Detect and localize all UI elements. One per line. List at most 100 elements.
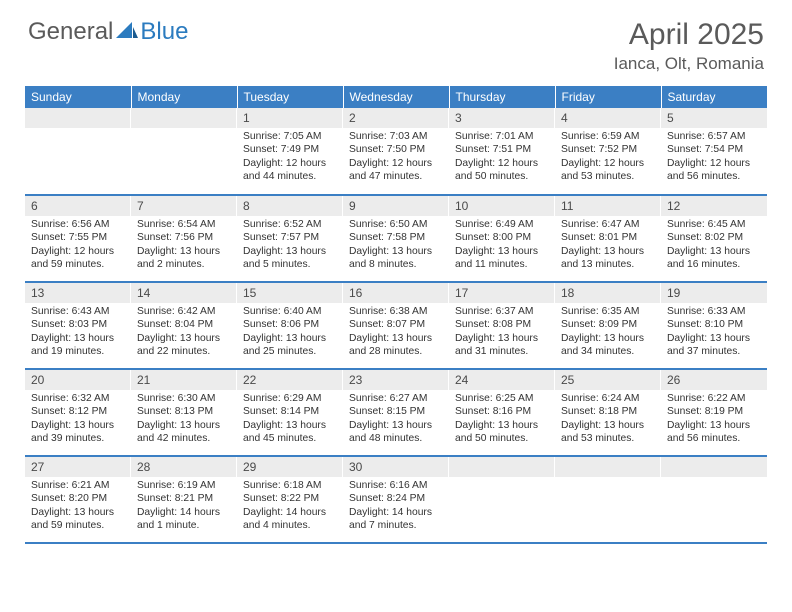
day-content: Sunrise: 6:50 AMSunset: 7:58 PMDaylight:…: [343, 216, 449, 276]
calendar-day-cell: 25Sunrise: 6:24 AMSunset: 8:18 PMDayligh…: [555, 369, 661, 456]
day-number: 1: [237, 108, 343, 128]
calendar-table: Sunday Monday Tuesday Wednesday Thursday…: [25, 86, 767, 544]
weekday-header: Sunday: [25, 86, 131, 108]
weekday-header: Saturday: [661, 86, 767, 108]
day-number: 25: [555, 370, 661, 390]
day-number: 7: [131, 196, 237, 216]
calendar-day-cell: 8Sunrise: 6:52 AMSunset: 7:57 PMDaylight…: [237, 195, 343, 282]
calendar-day-cell: 17Sunrise: 6:37 AMSunset: 8:08 PMDayligh…: [449, 282, 555, 369]
calendar-day-cell: 12Sunrise: 6:45 AMSunset: 8:02 PMDayligh…: [661, 195, 767, 282]
calendar-week-row: 6Sunrise: 6:56 AMSunset: 7:55 PMDaylight…: [25, 195, 767, 282]
day-number: 27: [25, 457, 131, 477]
calendar-day-cell: 9Sunrise: 6:50 AMSunset: 7:58 PMDaylight…: [343, 195, 449, 282]
calendar-day-cell: [449, 456, 555, 543]
day-number-empty: [555, 457, 661, 477]
day-content: Sunrise: 6:42 AMSunset: 8:04 PMDaylight:…: [131, 303, 237, 363]
calendar-day-cell: 6Sunrise: 6:56 AMSunset: 7:55 PMDaylight…: [25, 195, 131, 282]
calendar-day-cell: 30Sunrise: 6:16 AMSunset: 8:24 PMDayligh…: [343, 456, 449, 543]
calendar-day-cell: 26Sunrise: 6:22 AMSunset: 8:19 PMDayligh…: [661, 369, 767, 456]
location: Ianca, Olt, Romania: [614, 54, 764, 74]
day-number: 18: [555, 283, 661, 303]
day-number: 11: [555, 196, 661, 216]
day-number: 14: [131, 283, 237, 303]
day-number: 26: [661, 370, 767, 390]
weekday-header: Thursday: [449, 86, 555, 108]
day-content: Sunrise: 6:49 AMSunset: 8:00 PMDaylight:…: [449, 216, 555, 276]
day-content: Sunrise: 6:59 AMSunset: 7:52 PMDaylight:…: [555, 128, 661, 188]
calendar-day-cell: 28Sunrise: 6:19 AMSunset: 8:21 PMDayligh…: [131, 456, 237, 543]
calendar-day-cell: 16Sunrise: 6:38 AMSunset: 8:07 PMDayligh…: [343, 282, 449, 369]
day-content: Sunrise: 6:21 AMSunset: 8:20 PMDaylight:…: [25, 477, 131, 537]
day-number: 13: [25, 283, 131, 303]
day-number: 19: [661, 283, 767, 303]
day-number: 16: [343, 283, 449, 303]
day-number: 21: [131, 370, 237, 390]
day-number: 3: [449, 108, 555, 128]
day-number-empty: [661, 457, 767, 477]
day-content: Sunrise: 6:37 AMSunset: 8:08 PMDaylight:…: [449, 303, 555, 363]
day-number: 17: [449, 283, 555, 303]
day-content: Sunrise: 6:24 AMSunset: 8:18 PMDaylight:…: [555, 390, 661, 450]
day-number: 8: [237, 196, 343, 216]
day-content: Sunrise: 6:30 AMSunset: 8:13 PMDaylight:…: [131, 390, 237, 450]
day-content: Sunrise: 6:33 AMSunset: 8:10 PMDaylight:…: [661, 303, 767, 363]
day-number: 2: [343, 108, 449, 128]
day-number: 6: [25, 196, 131, 216]
day-number: 30: [343, 457, 449, 477]
day-content: Sunrise: 6:16 AMSunset: 8:24 PMDaylight:…: [343, 477, 449, 537]
day-content: Sunrise: 6:56 AMSunset: 7:55 PMDaylight:…: [25, 216, 131, 276]
calendar-week-row: 27Sunrise: 6:21 AMSunset: 8:20 PMDayligh…: [25, 456, 767, 543]
day-content: Sunrise: 6:38 AMSunset: 8:07 PMDaylight:…: [343, 303, 449, 363]
logo-text-general: General: [28, 18, 113, 46]
calendar-day-cell: 7Sunrise: 6:54 AMSunset: 7:56 PMDaylight…: [131, 195, 237, 282]
day-number: 23: [343, 370, 449, 390]
calendar-day-cell: 5Sunrise: 6:57 AMSunset: 7:54 PMDaylight…: [661, 108, 767, 195]
day-number: 4: [555, 108, 661, 128]
day-content: Sunrise: 6:40 AMSunset: 8:06 PMDaylight:…: [237, 303, 343, 363]
day-content: Sunrise: 6:32 AMSunset: 8:12 PMDaylight:…: [25, 390, 131, 450]
day-content: Sunrise: 7:03 AMSunset: 7:50 PMDaylight:…: [343, 128, 449, 188]
day-content: Sunrise: 7:01 AMSunset: 7:51 PMDaylight:…: [449, 128, 555, 188]
calendar-day-cell: 27Sunrise: 6:21 AMSunset: 8:20 PMDayligh…: [25, 456, 131, 543]
day-number: 28: [131, 457, 237, 477]
day-number-empty: [449, 457, 555, 477]
day-number: 12: [661, 196, 767, 216]
calendar-day-cell: 14Sunrise: 6:42 AMSunset: 8:04 PMDayligh…: [131, 282, 237, 369]
day-content: Sunrise: 7:05 AMSunset: 7:49 PMDaylight:…: [237, 128, 343, 188]
day-content: Sunrise: 6:43 AMSunset: 8:03 PMDaylight:…: [25, 303, 131, 363]
day-content: Sunrise: 6:57 AMSunset: 7:54 PMDaylight:…: [661, 128, 767, 188]
calendar-day-cell: 18Sunrise: 6:35 AMSunset: 8:09 PMDayligh…: [555, 282, 661, 369]
calendar-week-row: 1Sunrise: 7:05 AMSunset: 7:49 PMDaylight…: [25, 108, 767, 195]
day-content: Sunrise: 6:29 AMSunset: 8:14 PMDaylight:…: [237, 390, 343, 450]
logo-sail-icon: [116, 21, 138, 39]
logo-text-blue: Blue: [140, 18, 188, 46]
day-content: Sunrise: 6:45 AMSunset: 8:02 PMDaylight:…: [661, 216, 767, 276]
day-number: 24: [449, 370, 555, 390]
weekday-header: Friday: [555, 86, 661, 108]
weekday-header: Monday: [131, 86, 237, 108]
day-content: Sunrise: 6:25 AMSunset: 8:16 PMDaylight:…: [449, 390, 555, 450]
calendar-day-cell: 29Sunrise: 6:18 AMSunset: 8:22 PMDayligh…: [237, 456, 343, 543]
day-number: 9: [343, 196, 449, 216]
calendar-day-cell: [661, 456, 767, 543]
day-content: Sunrise: 6:47 AMSunset: 8:01 PMDaylight:…: [555, 216, 661, 276]
calendar-day-cell: 20Sunrise: 6:32 AMSunset: 8:12 PMDayligh…: [25, 369, 131, 456]
calendar-day-cell: 13Sunrise: 6:43 AMSunset: 8:03 PMDayligh…: [25, 282, 131, 369]
calendar-day-cell: 10Sunrise: 6:49 AMSunset: 8:00 PMDayligh…: [449, 195, 555, 282]
logo: General Blue: [28, 18, 188, 46]
title-block: April 2025 Ianca, Olt, Romania: [614, 18, 764, 74]
day-number: 22: [237, 370, 343, 390]
calendar-day-cell: [131, 108, 237, 195]
calendar-day-cell: 21Sunrise: 6:30 AMSunset: 8:13 PMDayligh…: [131, 369, 237, 456]
day-content: Sunrise: 6:35 AMSunset: 8:09 PMDaylight:…: [555, 303, 661, 363]
day-content: Sunrise: 6:18 AMSunset: 8:22 PMDaylight:…: [237, 477, 343, 537]
calendar-day-cell: [25, 108, 131, 195]
calendar-week-row: 13Sunrise: 6:43 AMSunset: 8:03 PMDayligh…: [25, 282, 767, 369]
day-number: 10: [449, 196, 555, 216]
weekday-header-row: Sunday Monday Tuesday Wednesday Thursday…: [25, 86, 767, 108]
day-number: 15: [237, 283, 343, 303]
weekday-header: Wednesday: [343, 86, 449, 108]
calendar-day-cell: 15Sunrise: 6:40 AMSunset: 8:06 PMDayligh…: [237, 282, 343, 369]
calendar-day-cell: 11Sunrise: 6:47 AMSunset: 8:01 PMDayligh…: [555, 195, 661, 282]
calendar-week-row: 20Sunrise: 6:32 AMSunset: 8:12 PMDayligh…: [25, 369, 767, 456]
